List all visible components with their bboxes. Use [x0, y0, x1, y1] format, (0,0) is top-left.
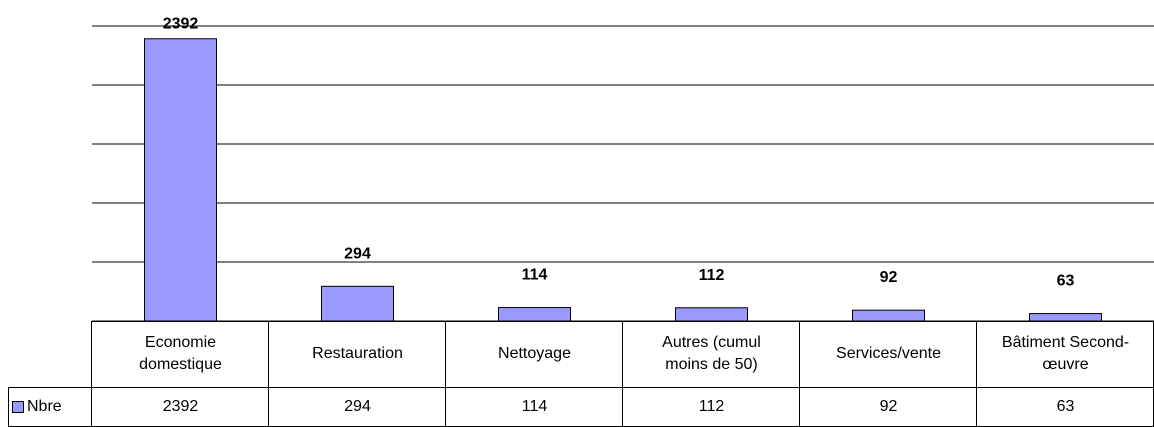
category-cell: Autres (cumul moins de 50)	[662, 334, 761, 373]
legend: Nbre	[8, 387, 92, 427]
bar	[852, 309, 925, 322]
data-label: 92	[880, 269, 898, 286]
category-cell: Bâtiment Second-œuvre	[1001, 334, 1130, 373]
category-cell: Restauration	[312, 345, 403, 362]
table-value: 114	[521, 398, 548, 415]
category-cell: Economie domestique	[139, 334, 222, 373]
table-value: 112	[698, 398, 725, 415]
bar	[498, 307, 571, 322]
category-cell: Nettoyage	[498, 345, 571, 362]
bar	[675, 307, 748, 322]
legend-swatch	[12, 401, 24, 413]
table-value: 92	[879, 398, 898, 415]
table-value: 2392	[162, 398, 199, 415]
table-value: 63	[1056, 398, 1075, 415]
data-label: 2392	[163, 16, 199, 33]
legend-label: Nbre	[27, 398, 62, 415]
data-label: 112	[699, 267, 725, 284]
data-label: 294	[344, 245, 371, 262]
bar	[321, 285, 394, 322]
bar	[144, 38, 217, 322]
bar	[1029, 313, 1102, 322]
data-label: 63	[1057, 273, 1075, 290]
category-cell: Services/vente	[836, 345, 941, 362]
data-label: 114	[522, 267, 548, 284]
table-value: 294	[344, 398, 371, 415]
